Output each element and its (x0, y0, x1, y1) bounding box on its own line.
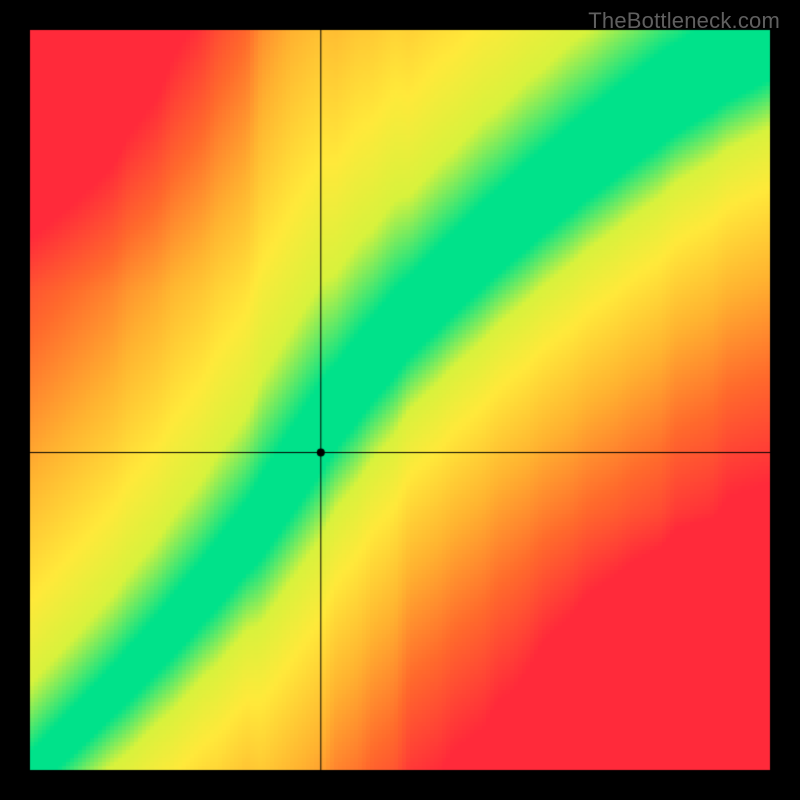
watermark-text: TheBottleneck.com (588, 8, 780, 34)
bottleneck-heatmap (0, 0, 800, 800)
chart-container: TheBottleneck.com (0, 0, 800, 800)
